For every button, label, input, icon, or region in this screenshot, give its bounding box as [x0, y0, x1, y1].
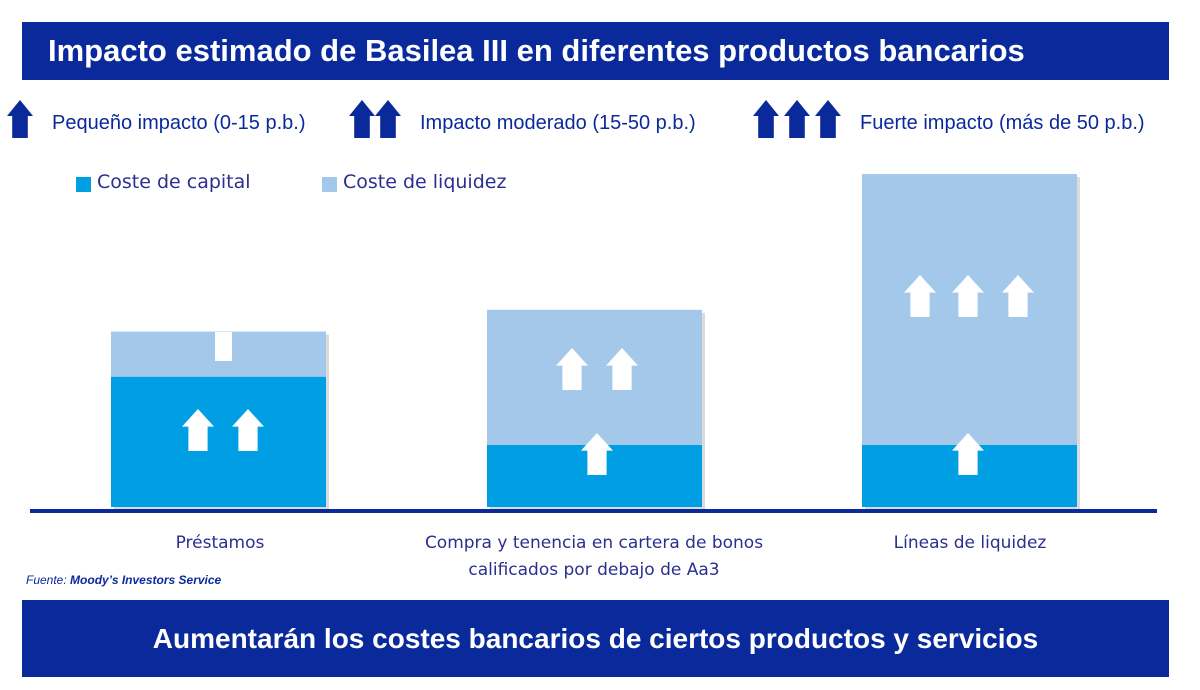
category-label-lineas: Líneas de liquidez	[893, 533, 1047, 553]
source-label: Fuente:	[26, 573, 67, 587]
legend-swatch-liquidity	[322, 177, 337, 192]
source-note: Fuente: Moody’s Investors Service	[26, 573, 221, 587]
up-arrow-icon	[556, 348, 588, 390]
impact-arrow-icon	[349, 100, 375, 138]
bar-segment-liquidity	[487, 309, 702, 445]
impact-arrow-icon	[815, 100, 841, 138]
up-arrow-icon	[232, 409, 264, 451]
category-label-bonos-line2: calificados por debajo de Aa3	[468, 560, 720, 580]
impact-arrow-icon	[784, 100, 810, 138]
category-label-prestamos: Préstamos	[175, 533, 265, 553]
legend-swatch-capital	[76, 177, 91, 192]
footer-banner: Aumentarán los costes bancarios de ciert…	[22, 600, 1169, 677]
impact-arrow-icon	[7, 100, 33, 138]
up-arrow-icon	[1002, 275, 1034, 317]
legend-strong-impact: Fuerte impacto (más de 50 p.b.)	[860, 112, 1145, 134]
impact-arrow-icon	[753, 100, 779, 138]
category-label-bonos-line1: Compra y tenencia en cartera de bonos	[424, 533, 764, 553]
x-axis-line	[30, 509, 1157, 513]
slide-title: Impacto estimado de Basilea III en difer…	[22, 22, 1169, 80]
up-arrow-icon	[606, 348, 638, 390]
up-arrow-icon	[952, 433, 984, 475]
legend-moderate-impact: Impacto moderado (15-50 p.b.)	[420, 112, 696, 134]
legend-small-impact: Pequeño impacto (0-15 p.b.)	[52, 112, 306, 134]
bar-segment-capital	[111, 376, 326, 507]
legend-series-liquidity: Coste de liquidez	[343, 171, 507, 193]
legend-series-capital: Coste de capital	[97, 171, 251, 193]
up-arrow-icon	[904, 275, 936, 317]
up-arrow-icon	[182, 409, 214, 451]
up-arrow-icon	[581, 433, 613, 475]
source-value: Moody’s Investors Service	[70, 573, 222, 587]
impact-arrow-icon	[375, 100, 401, 138]
up-arrow-icon	[952, 275, 984, 317]
up-arrow-icon	[215, 332, 232, 361]
